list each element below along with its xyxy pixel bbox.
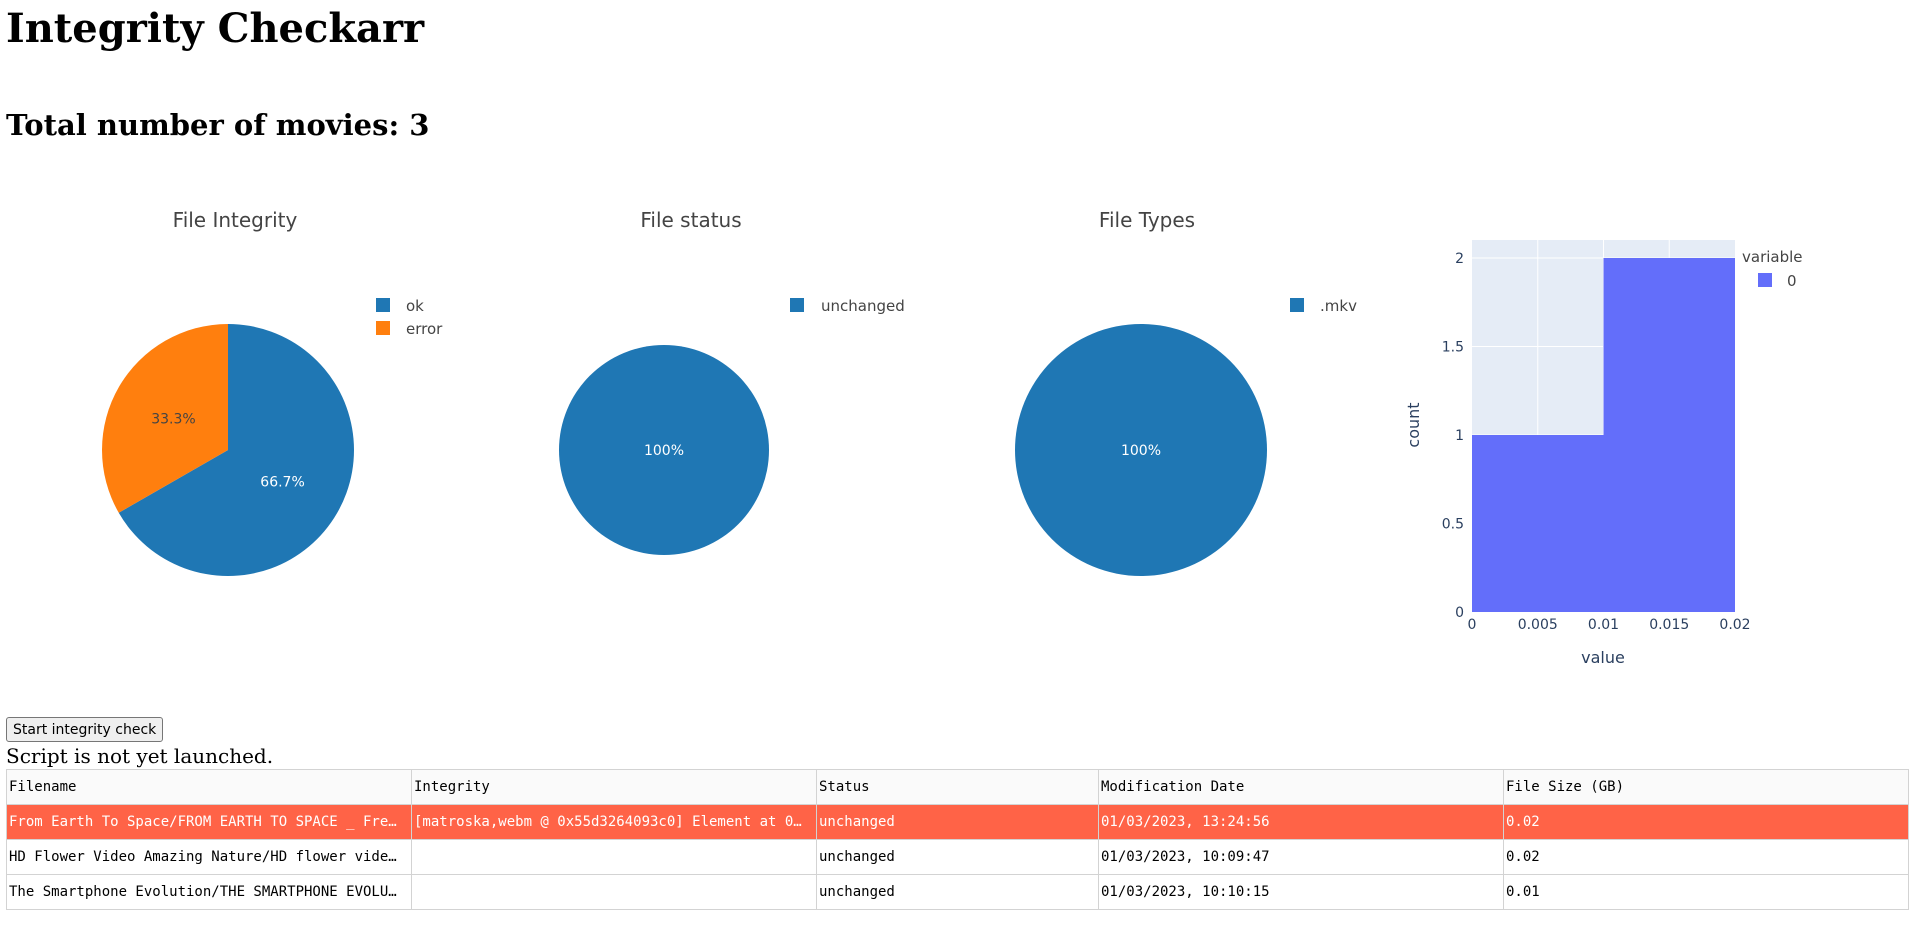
charts-panel: File Integrity 66.7% 33.3% ok error File … [101, 208, 1803, 667]
cell-filename[interactable]: From Earth To Space/FROM EARTH TO SPACE … [6, 804, 412, 840]
x-tick-label: 0.015 [1649, 617, 1689, 633]
column-header-filename[interactable]: Filename [6, 769, 412, 805]
legend-swatch-mkv [1290, 298, 1304, 312]
pie-chart-file-types: File Types 100% .mkv [1015, 208, 1357, 576]
movies-table: Filename Integrity Status Modification D… [6, 769, 1909, 910]
pie-slices: 100% [559, 345, 769, 555]
total-movies-heading: Total number of movies: 3 [6, 108, 430, 142]
column-header-modification-date[interactable]: Modification Date [1098, 769, 1504, 805]
pie-slice-label: 100% [1121, 443, 1161, 459]
x-tick-label: 0.005 [1518, 617, 1558, 633]
chart-title-file-integrity: File Integrity [173, 208, 298, 232]
legend-item-error[interactable]: error [376, 320, 443, 338]
y-tick-label: 1.5 [1442, 340, 1464, 356]
cell-filename[interactable]: The Smartphone Evolution/THE SMARTPHONE … [6, 874, 412, 910]
chart-title-file-types: File Types [1099, 208, 1195, 232]
y-axis-title: count [1404, 402, 1423, 447]
histogram-bar[interactable] [1472, 435, 1604, 612]
legend-title: variable [1742, 248, 1803, 266]
legend-swatch-error [376, 321, 390, 335]
pie-chart-file-status: File status 100% unchanged [559, 208, 905, 555]
pie-chart-file-integrity: File Integrity 66.7% 33.3% ok error [101, 208, 443, 576]
legend-label-error: error [406, 320, 443, 338]
legend-item-mkv[interactable]: .mkv [1290, 297, 1357, 315]
cell-modification-date[interactable]: 01/03/2023, 10:10:15 [1098, 874, 1504, 910]
y-tick-label: 1 [1455, 428, 1464, 444]
histogram-file-size: 0 0.005 0.01 0.015 0.02 0 0.5 1 1.5 2 value coun… [1404, 240, 1803, 667]
column-header-file-size[interactable]: File Size (GB) [1503, 769, 1909, 805]
cell-integrity[interactable]: [matroska,webm @ 0x55d3264093c0] Element… [411, 804, 817, 840]
pie-slice-label: 100% [644, 443, 684, 459]
legend-label-unchanged: unchanged [821, 297, 905, 315]
legend-label-series-0: 0 [1787, 272, 1797, 290]
cell-modification-date[interactable]: 01/03/2023, 13:24:56 [1098, 804, 1504, 840]
x-tick-label: 0 [1468, 617, 1477, 633]
cell-status[interactable]: unchanged [816, 804, 1099, 840]
y-tick-label: 0 [1455, 605, 1464, 621]
legend-item-ok[interactable]: ok [376, 297, 424, 315]
cell-file-size[interactable]: 0.01 [1503, 874, 1909, 910]
column-header-status[interactable]: Status [816, 769, 1099, 805]
cell-modification-date[interactable]: 01/03/2023, 10:09:47 [1098, 839, 1504, 875]
pie-slice-error[interactable] [101, 324, 228, 513]
cell-status[interactable]: unchanged [816, 874, 1099, 910]
histogram-bar[interactable] [1603, 258, 1736, 612]
x-axis-ticks: 0 0.005 0.01 0.015 0.02 [1468, 617, 1751, 633]
start-integrity-check-button[interactable]: Start integrity check [6, 717, 164, 742]
x-tick-label: 0.01 [1588, 617, 1619, 633]
legend-item-series-0[interactable]: 0 [1758, 272, 1797, 290]
histogram-bars [1472, 258, 1735, 612]
cell-file-size[interactable]: 0.02 [1503, 804, 1909, 840]
legend-swatch-series-0 [1758, 273, 1772, 287]
script-status-text: Script is not yet launched. [6, 744, 274, 768]
table-header-row: Filename Integrity Status Modification D… [6, 769, 1909, 805]
pie-slice-ok[interactable] [118, 324, 355, 576]
column-header-integrity[interactable]: Integrity [411, 769, 817, 805]
table-row[interactable]: From Earth To Space/FROM EARTH TO SPACE … [6, 804, 1909, 840]
table-row[interactable]: The Smartphone Evolution/THE SMARTPHONE … [6, 874, 1909, 910]
pie-slices: 66.7% 33.3% [101, 324, 355, 576]
cell-integrity[interactable] [411, 874, 817, 910]
legend-swatch-unchanged [790, 298, 804, 312]
cell-filename[interactable]: HD Flower Video Amazing Nature/HD flower… [6, 839, 412, 875]
cell-file-size[interactable]: 0.02 [1503, 839, 1909, 875]
page-title: Integrity Checkarr [6, 5, 425, 52]
chart-title-file-status: File status [640, 208, 741, 232]
pie-slices: 100% [1015, 324, 1267, 576]
y-tick-label: 2 [1455, 251, 1464, 267]
y-axis-ticks: 0 0.5 1 1.5 2 [1442, 251, 1464, 621]
cell-integrity[interactable] [411, 839, 817, 875]
legend-label-mkv: .mkv [1320, 297, 1357, 315]
pie-slice-label: 33.3% [151, 411, 195, 427]
legend-item-unchanged[interactable]: unchanged [790, 297, 905, 315]
x-tick-label: 0.02 [1719, 617, 1750, 633]
table-row[interactable]: HD Flower Video Amazing Nature/HD flower… [6, 839, 1909, 875]
cell-status[interactable]: unchanged [816, 839, 1099, 875]
pie-slice-label: 66.7% [260, 475, 304, 491]
pie-slice-unchanged[interactable] [559, 345, 769, 555]
legend-label-ok: ok [406, 297, 424, 315]
y-tick-label: 0.5 [1442, 517, 1464, 533]
x-axis-title: value [1581, 648, 1625, 667]
pie-slice-mkv[interactable] [1015, 324, 1267, 576]
legend-swatch-ok [376, 298, 390, 312]
